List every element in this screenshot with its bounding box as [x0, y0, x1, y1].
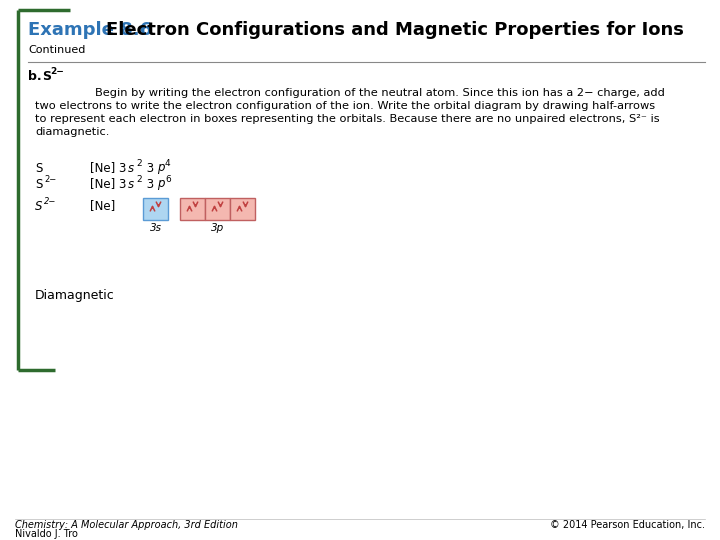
Text: [Ne] 3: [Ne] 3: [90, 161, 127, 174]
Text: 3s: 3s: [150, 223, 161, 233]
Bar: [180, 198, 205, 220]
Text: 2−: 2−: [44, 197, 56, 206]
Text: p: p: [157, 178, 164, 191]
Text: b.: b.: [28, 70, 42, 83]
Text: 2−: 2−: [50, 66, 64, 76]
Text: two electrons to write the electron configuration of the ion. Write the orbital : two electrons to write the electron conf…: [35, 101, 655, 111]
Text: 6: 6: [165, 176, 171, 185]
Text: S: S: [35, 161, 42, 174]
Text: s: s: [128, 161, 134, 174]
Text: Nivaldo J. Tro: Nivaldo J. Tro: [15, 529, 78, 539]
Text: Begin by writing the electron configuration of the neutral atom. Since this ion : Begin by writing the electron configurat…: [95, 88, 665, 98]
Text: S: S: [35, 178, 42, 191]
Text: 3: 3: [143, 161, 154, 174]
Text: diamagnetic.: diamagnetic.: [35, 127, 109, 137]
Bar: [205, 198, 230, 220]
Bar: [143, 198, 168, 220]
Text: p: p: [157, 161, 164, 174]
Text: Chemistry: A Molecular Approach, 3rd Edition: Chemistry: A Molecular Approach, 3rd Edi…: [15, 520, 238, 530]
Text: [Ne]: [Ne]: [90, 199, 115, 213]
Text: S: S: [35, 199, 42, 213]
Text: Example 8.6: Example 8.6: [28, 21, 152, 39]
Text: Diamagnetic: Diamagnetic: [35, 288, 114, 301]
Text: S: S: [42, 70, 51, 83]
Text: 2: 2: [136, 176, 142, 185]
Text: Continued: Continued: [28, 45, 86, 55]
Text: 4: 4: [165, 159, 171, 168]
Text: Electron Configurations and Magnetic Properties for Ions: Electron Configurations and Magnetic Pro…: [106, 21, 684, 39]
Text: 2−: 2−: [44, 174, 56, 184]
Text: 3: 3: [143, 178, 154, 191]
Text: s: s: [128, 178, 134, 191]
Text: to represent each electron in boxes representing the orbitals. Because there are: to represent each electron in boxes repr…: [35, 114, 660, 124]
Bar: [230, 198, 255, 220]
Text: 2: 2: [136, 159, 142, 168]
Text: © 2014 Pearson Education, Inc.: © 2014 Pearson Education, Inc.: [550, 520, 705, 530]
Text: 3p: 3p: [211, 223, 224, 233]
Text: [Ne] 3: [Ne] 3: [90, 178, 127, 191]
